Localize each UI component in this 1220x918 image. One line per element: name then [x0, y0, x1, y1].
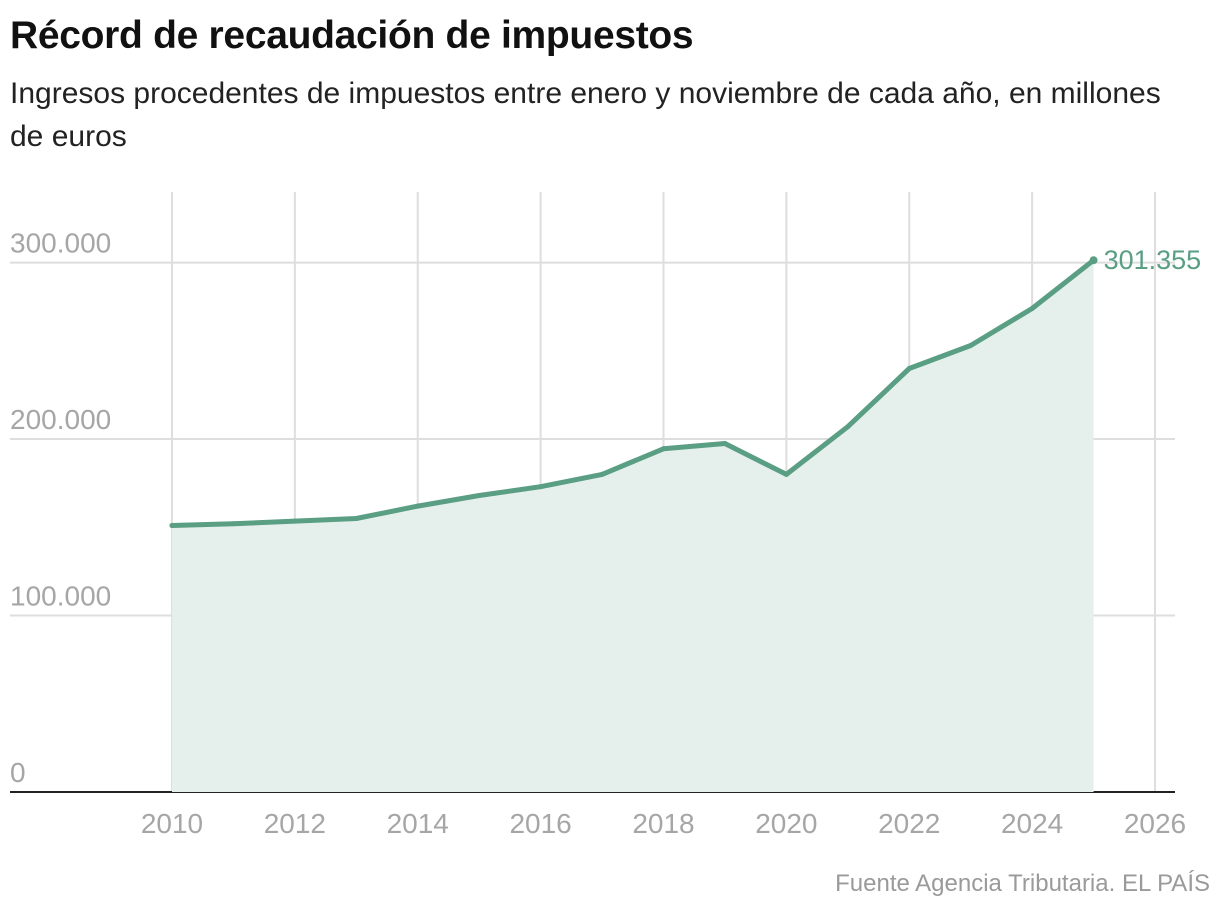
- x-tick-label: 2018: [632, 808, 694, 839]
- data-point: [230, 521, 236, 527]
- x-tick-label: 2010: [141, 808, 203, 839]
- data-point: [538, 484, 544, 490]
- data-point: [169, 523, 175, 529]
- x-tick-label: 2012: [264, 808, 326, 839]
- x-tick-label: 2026: [1124, 808, 1186, 839]
- data-point: [1029, 305, 1035, 311]
- x-tick-label: 2022: [878, 808, 940, 839]
- series-area: [172, 260, 1094, 792]
- data-point: [722, 440, 728, 446]
- chart-subtitle: Ingresos procedentes de impuestos entre …: [10, 77, 1161, 153]
- line-layer: [169, 256, 1098, 529]
- y-tick-label: 300.000: [10, 228, 111, 259]
- y-tick-label: 0: [10, 757, 26, 788]
- series-line: [169, 257, 1097, 528]
- data-point: [845, 424, 851, 430]
- x-tick-label: 2024: [1001, 808, 1063, 839]
- data-point: [783, 471, 789, 477]
- x-tick-label: 2014: [387, 808, 449, 839]
- y-tick-label: 100.000: [10, 581, 111, 612]
- data-point: [292, 518, 298, 524]
- y-tick-label: 200.000: [10, 404, 111, 435]
- last-value-label: 301.355: [1104, 245, 1202, 275]
- x-tick-label: 2020: [755, 808, 817, 839]
- x-tick-label: 2016: [509, 808, 571, 839]
- data-point: [599, 471, 605, 477]
- data-point: [476, 493, 482, 499]
- label-layer: 2010 2012 2014 2016 2018 2020 2022 2024 2026 0 100…: [10, 228, 1201, 839]
- data-point: [661, 446, 666, 452]
- data-point: [353, 515, 359, 521]
- chart-title: Récord de recaudación de impuestos: [10, 14, 694, 57]
- last-value-dot: [1089, 256, 1098, 265]
- data-point: [415, 503, 421, 509]
- source-note: Fuente Agencia Tributaria. EL PAÍS: [835, 870, 1210, 897]
- area-layer: [172, 260, 1094, 792]
- data-point: [968, 343, 974, 349]
- data-point: [906, 365, 912, 371]
